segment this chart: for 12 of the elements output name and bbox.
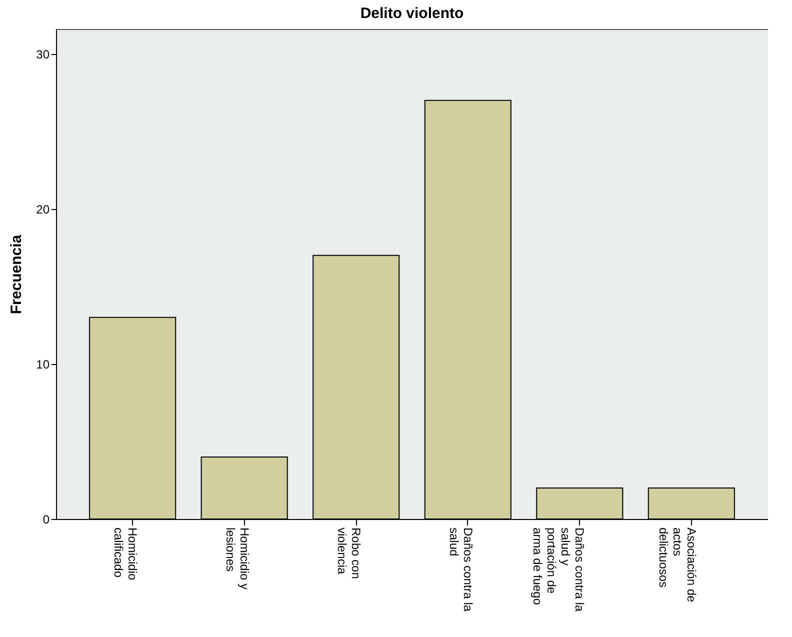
y-tick-label: 20 — [36, 202, 50, 216]
x-tick-label: Homicidio calificado — [112, 528, 140, 581]
x-tick-label: Robo con violencia — [335, 528, 364, 579]
y-tick-label: 10 — [36, 357, 50, 372]
y-axis-title: Frecuencia — [8, 234, 26, 314]
x-tick-label: Daños contra la salud — [446, 528, 475, 612]
y-tick-label: 0 — [42, 512, 50, 526]
x-tick-label: Asociación de actos delictuosos — [656, 528, 698, 603]
chart-title: Delito violento — [360, 5, 464, 22]
x-tick-label: Homicidio y lesiones — [223, 528, 252, 590]
y-tick-label: 30 — [36, 47, 50, 62]
x-tick-label: Daños contra la salud y portación de arma de fuego — [530, 528, 587, 612]
